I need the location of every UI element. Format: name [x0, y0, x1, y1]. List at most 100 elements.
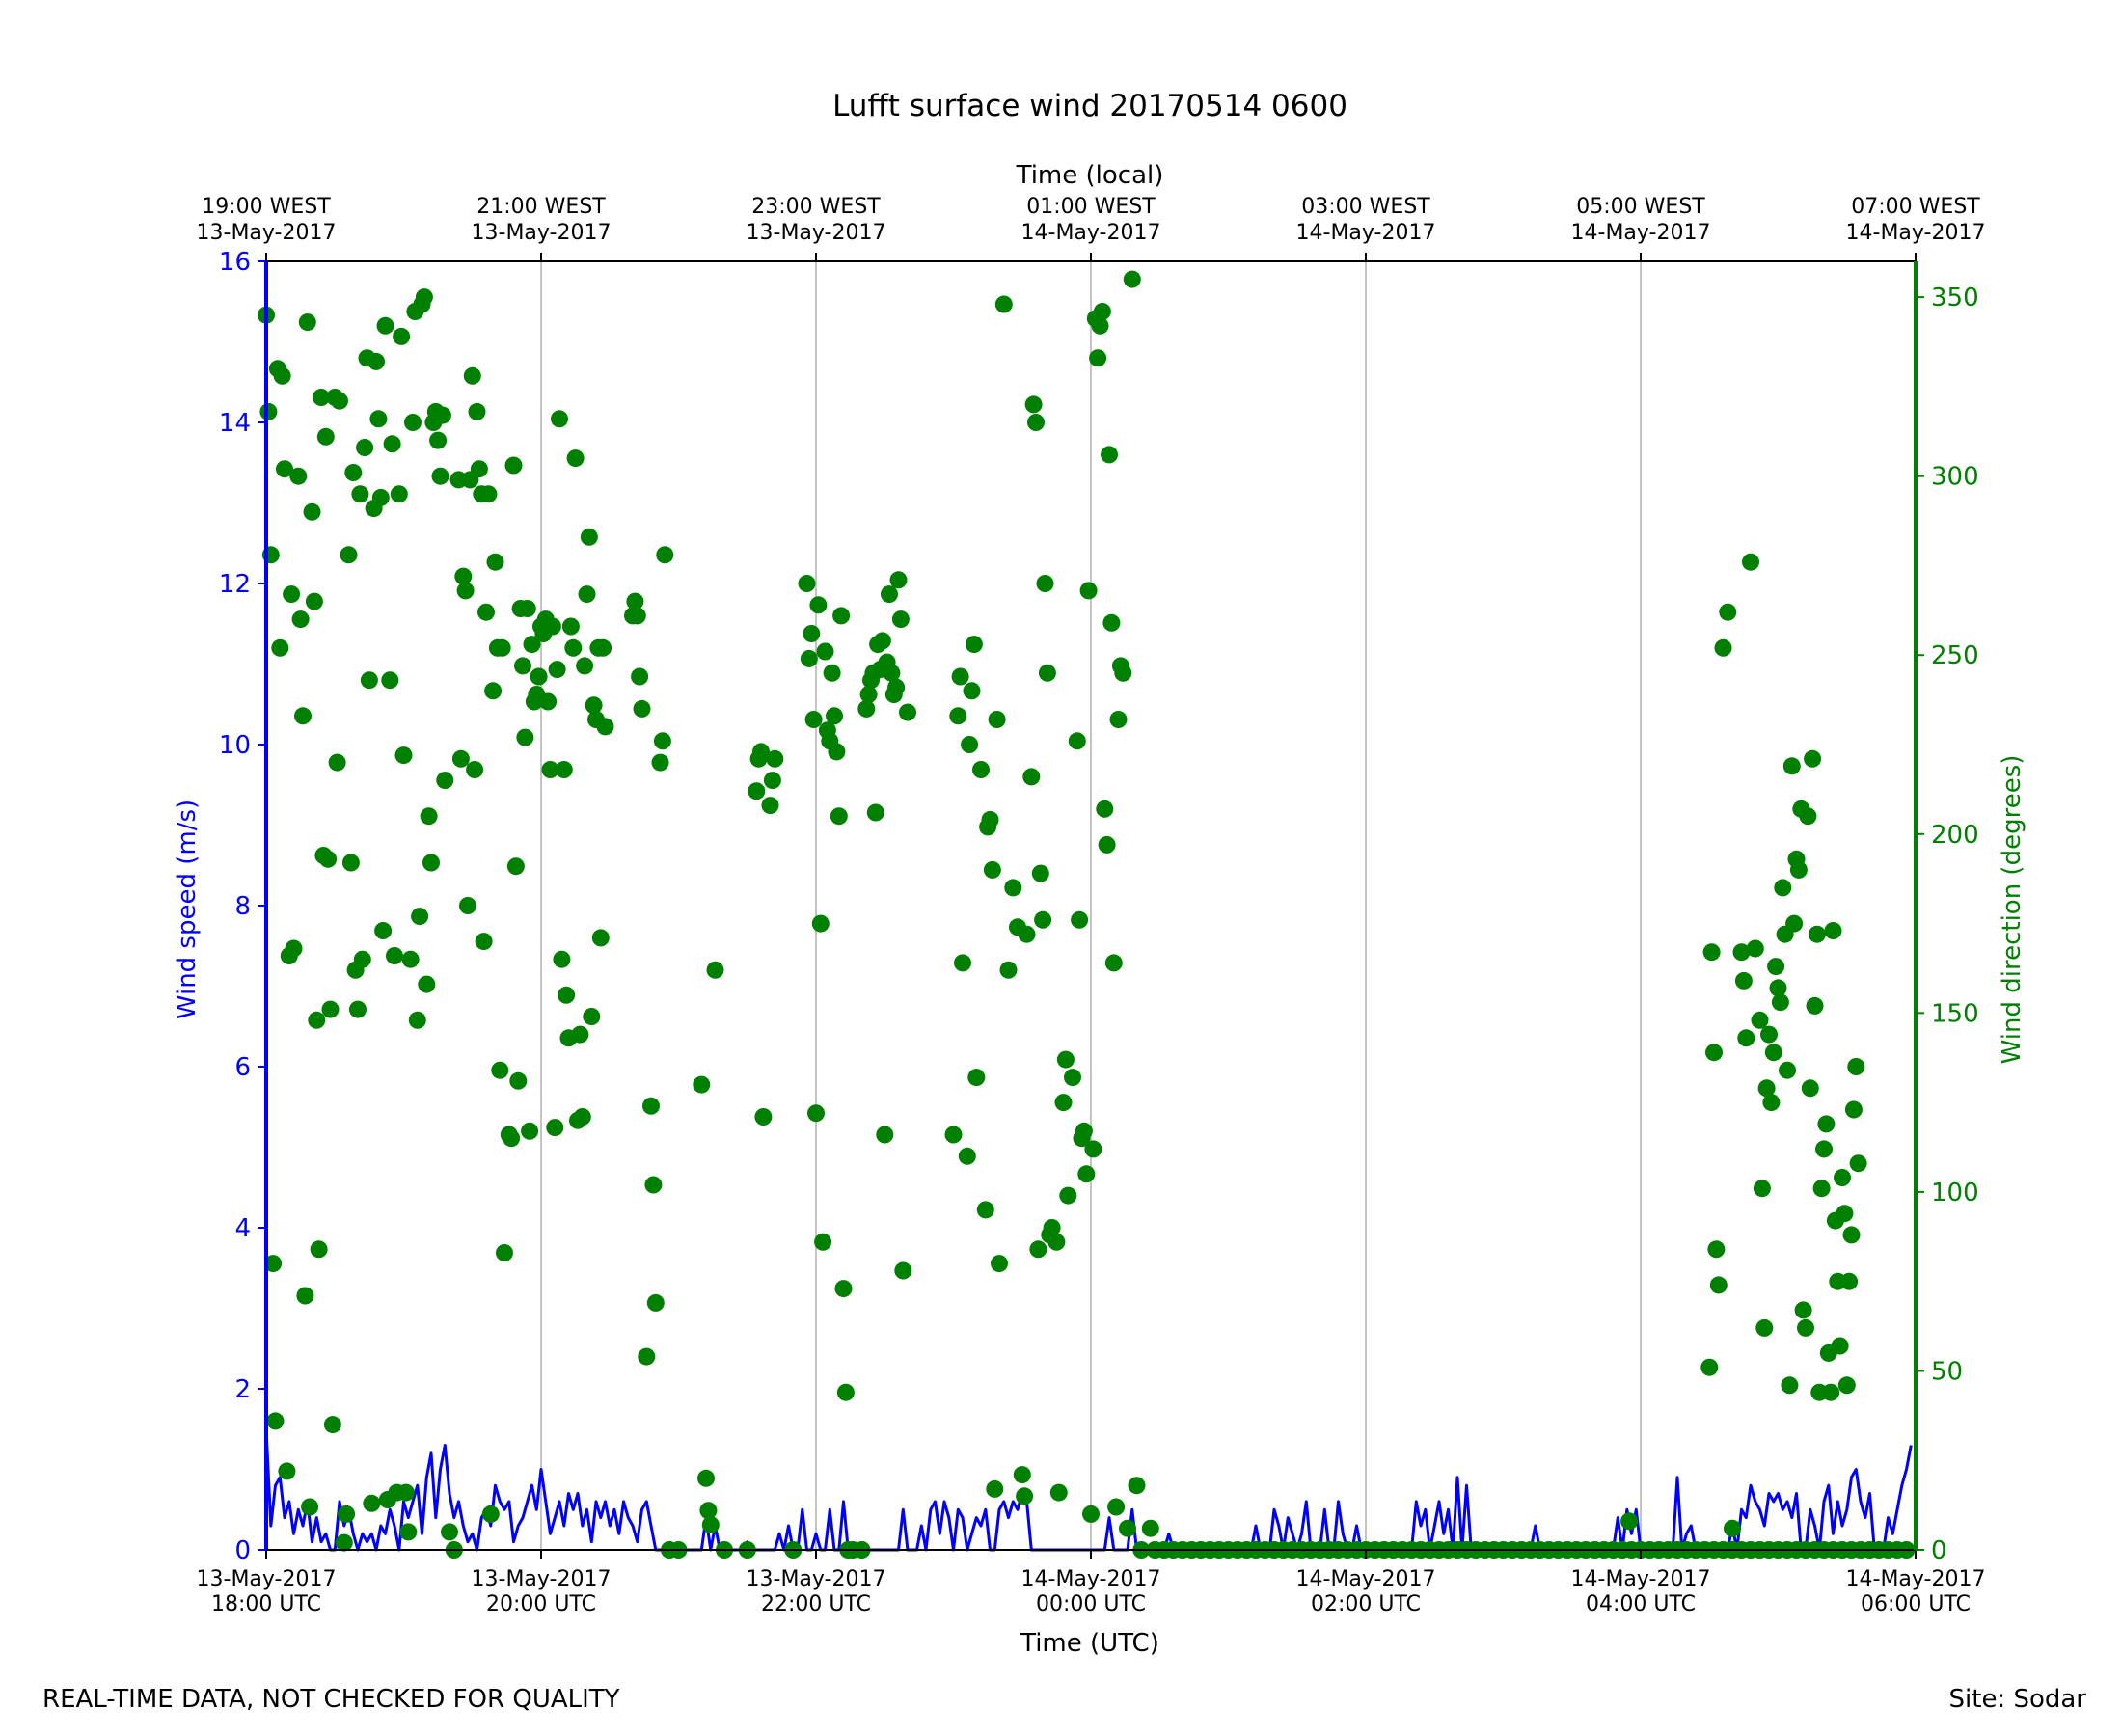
- wind-direction-point: [883, 664, 901, 682]
- wind-direction-point: [338, 1505, 356, 1523]
- wind-direction-point: [393, 327, 411, 345]
- bottom-tick-label: 13-May-2017: [747, 1567, 886, 1591]
- wind-direction-point: [530, 667, 548, 686]
- wind-direction-point: [1737, 1029, 1755, 1047]
- wind-direction-point: [828, 743, 846, 761]
- wind-direction-point: [386, 947, 403, 964]
- wind-direction-point: [285, 939, 303, 958]
- wind-direction-point: [881, 585, 898, 604]
- wind-direction-point: [988, 711, 1006, 728]
- wind-direction-point: [1098, 835, 1116, 854]
- wind-direction-point: [633, 699, 651, 718]
- wind-direction-point: [826, 707, 843, 725]
- wind-direction-point: [518, 600, 536, 617]
- wind-direction-point: [1031, 864, 1049, 882]
- wind-direction-point: [543, 617, 561, 636]
- wind-direction-point: [1808, 925, 1826, 943]
- wind-direction-point: [638, 1347, 656, 1366]
- wind-direction-point: [436, 772, 454, 790]
- wind-direction-point: [1801, 1079, 1819, 1098]
- wind-direction-point: [1123, 270, 1141, 288]
- wind-direction-point: [656, 546, 674, 564]
- wind-direction-point: [1812, 1180, 1831, 1198]
- bottom-tick-label: 13-May-2017: [472, 1567, 612, 1591]
- wind-direction-point: [340, 546, 358, 564]
- wind-direction-point: [1824, 922, 1842, 939]
- wind-direction-point: [706, 961, 724, 979]
- wind-direction-point: [376, 316, 394, 335]
- wind-direction-point: [331, 392, 348, 410]
- wind-direction-point: [763, 772, 781, 790]
- wind-direction-point: [411, 908, 429, 926]
- wind-direction-point: [1013, 1466, 1031, 1484]
- wind-direction-point: [963, 682, 981, 700]
- wind-direction-point: [1734, 971, 1753, 990]
- wind-direction-point: [1797, 1318, 1814, 1337]
- wind-direction-point: [1079, 582, 1098, 600]
- wind-direction-point: [1844, 1100, 1863, 1119]
- wind-direction-point: [344, 464, 363, 481]
- bottom-tick-label: 22:00 UTC: [761, 1592, 871, 1616]
- right-tick-label: 150: [1931, 999, 1979, 1028]
- wind-direction-point: [626, 592, 644, 610]
- wind-direction-point: [271, 638, 289, 657]
- wind-direction-point: [316, 427, 335, 446]
- wind-direction-point: [418, 975, 436, 993]
- wind-direction-point: [748, 782, 766, 800]
- wind-direction-point: [328, 753, 346, 772]
- wind-direction-point: [514, 657, 531, 675]
- wind-direction-point: [383, 435, 401, 453]
- wind-direction-point: [1817, 1115, 1836, 1133]
- wind-direction-point: [484, 682, 503, 700]
- wind-direction-point: [523, 636, 541, 654]
- top-tick-label: 14-May-2017: [1571, 221, 1711, 245]
- right-tick-label: 300: [1931, 463, 1979, 492]
- wind-direction-point: [857, 699, 876, 718]
- top-axis-label: Time (local): [1016, 161, 1164, 190]
- wind-direction-point: [754, 1108, 773, 1126]
- wind-direction-point: [642, 1097, 660, 1115]
- wind-direction-point: [456, 582, 475, 600]
- wind-direction-point: [278, 1462, 296, 1480]
- wind-direction-point: [1089, 349, 1107, 367]
- top-tick-label: 13-May-2017: [747, 221, 886, 245]
- wind-direction-point: [1836, 1205, 1854, 1223]
- bottom-tick-label: 14-May-2017: [1296, 1567, 1436, 1591]
- wind-direction-point: [561, 617, 580, 636]
- site-label: Site: Sodar: [1949, 1685, 2087, 1714]
- wind-direction-point: [1082, 1505, 1100, 1523]
- left-tick-label: 10: [219, 731, 251, 760]
- wind-direction-point: [591, 929, 610, 947]
- wind-direction-point: [999, 961, 1018, 979]
- wind-direction-point: [894, 1261, 912, 1280]
- wind-direction-point: [573, 1108, 591, 1126]
- right-tick-label: 250: [1931, 641, 1979, 670]
- wind-direction-point: [1834, 1169, 1851, 1186]
- wind-direction-point: [1091, 316, 1109, 335]
- wind-direction-point: [1837, 1376, 1856, 1395]
- wind-direction-point: [481, 1505, 500, 1523]
- wind-direction-point: [313, 389, 330, 406]
- wind-direction-point: [961, 736, 979, 753]
- wind-direction-point: [1746, 939, 1764, 958]
- wind-direction-point: [353, 950, 371, 968]
- wind-direction-point: [433, 406, 451, 424]
- wind-direction-point: [1018, 925, 1036, 943]
- wind-direction-point: [521, 1122, 539, 1140]
- wind-direction-point: [1779, 1061, 1796, 1079]
- wind-direction-point: [1847, 1058, 1865, 1075]
- wind-direction-point: [954, 954, 971, 972]
- wind-direction-point: [259, 402, 278, 420]
- wind-direction-point: [459, 897, 476, 914]
- wind-direction-point: [1842, 1226, 1861, 1244]
- wind-direction-point: [1075, 1122, 1093, 1140]
- wind-direction-point: [404, 414, 422, 431]
- wind-direction-point: [1104, 954, 1123, 972]
- right-tick-label: 200: [1931, 821, 1979, 850]
- wind-direction-point: [1782, 757, 1801, 775]
- wind-direction-point: [335, 1533, 353, 1552]
- wind-direction-point: [371, 488, 390, 506]
- wind-direction-point: [1831, 1337, 1849, 1355]
- wind-direction-point: [596, 718, 614, 736]
